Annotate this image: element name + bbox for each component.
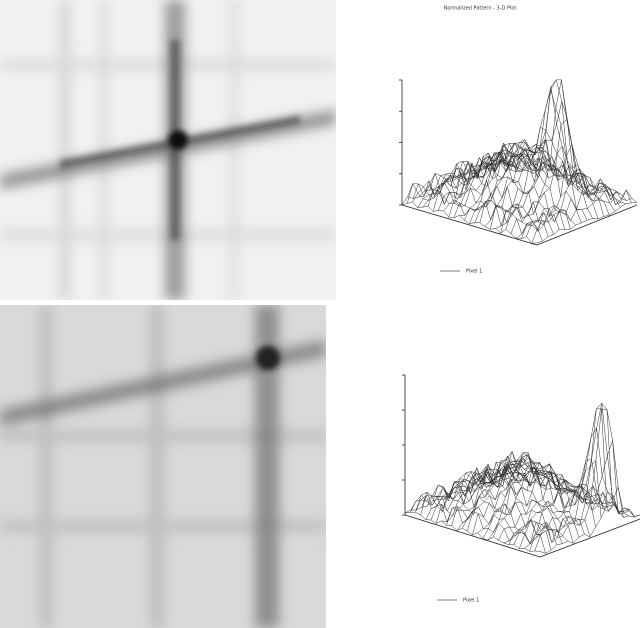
surface-line <box>464 147 565 221</box>
surface-line <box>474 139 575 223</box>
surface-line <box>467 452 568 531</box>
axis <box>401 204 538 246</box>
surface-line <box>451 455 552 526</box>
surface-line <box>495 86 596 229</box>
surface-line <box>412 152 513 202</box>
surface-line <box>443 151 544 212</box>
surface-line <box>435 465 537 524</box>
image-top <box>0 0 336 300</box>
surface-line <box>510 118 612 234</box>
surface-line <box>422 154 524 208</box>
surface-line <box>487 463 589 541</box>
surface-line <box>490 126 591 230</box>
surface-line <box>441 463 542 523</box>
surface-line <box>529 402 630 552</box>
surface-line <box>534 408 635 552</box>
surface-line <box>496 153 632 203</box>
surface-line <box>469 142 570 224</box>
surface-line <box>446 461 547 526</box>
surface-line <box>417 153 518 208</box>
surface-line <box>539 502 641 554</box>
surface-line <box>430 468 532 521</box>
surface-line <box>513 483 615 545</box>
surface-line <box>453 142 555 218</box>
legend-label: Pixel 1 <box>463 598 479 604</box>
surface-line <box>521 181 622 239</box>
surface-line <box>524 427 625 549</box>
surface-line <box>461 450 563 529</box>
surface-line <box>482 462 584 539</box>
axis <box>539 518 641 558</box>
surface-line <box>536 202 638 244</box>
image-bottom <box>0 305 326 628</box>
surface-line <box>518 459 620 549</box>
surface-line <box>425 471 526 520</box>
surface-line <box>456 459 558 531</box>
surface-line <box>406 156 508 204</box>
surface-line <box>531 189 633 244</box>
surface-line <box>471 408 607 506</box>
surface-line <box>516 143 617 239</box>
surface-line <box>432 484 568 542</box>
surface-line <box>457 79 593 219</box>
axis <box>536 204 638 246</box>
axis <box>404 514 541 558</box>
surface-line <box>500 79 601 234</box>
surface-line <box>508 483 609 545</box>
surface-line <box>505 79 607 230</box>
surface-line <box>526 188 627 237</box>
legend-label: Pixel 1 <box>466 269 482 275</box>
surface-line <box>415 466 516 513</box>
surface-line <box>493 471 594 537</box>
plot-title: Normalized Pattern - 3-D Plot <box>444 6 517 12</box>
